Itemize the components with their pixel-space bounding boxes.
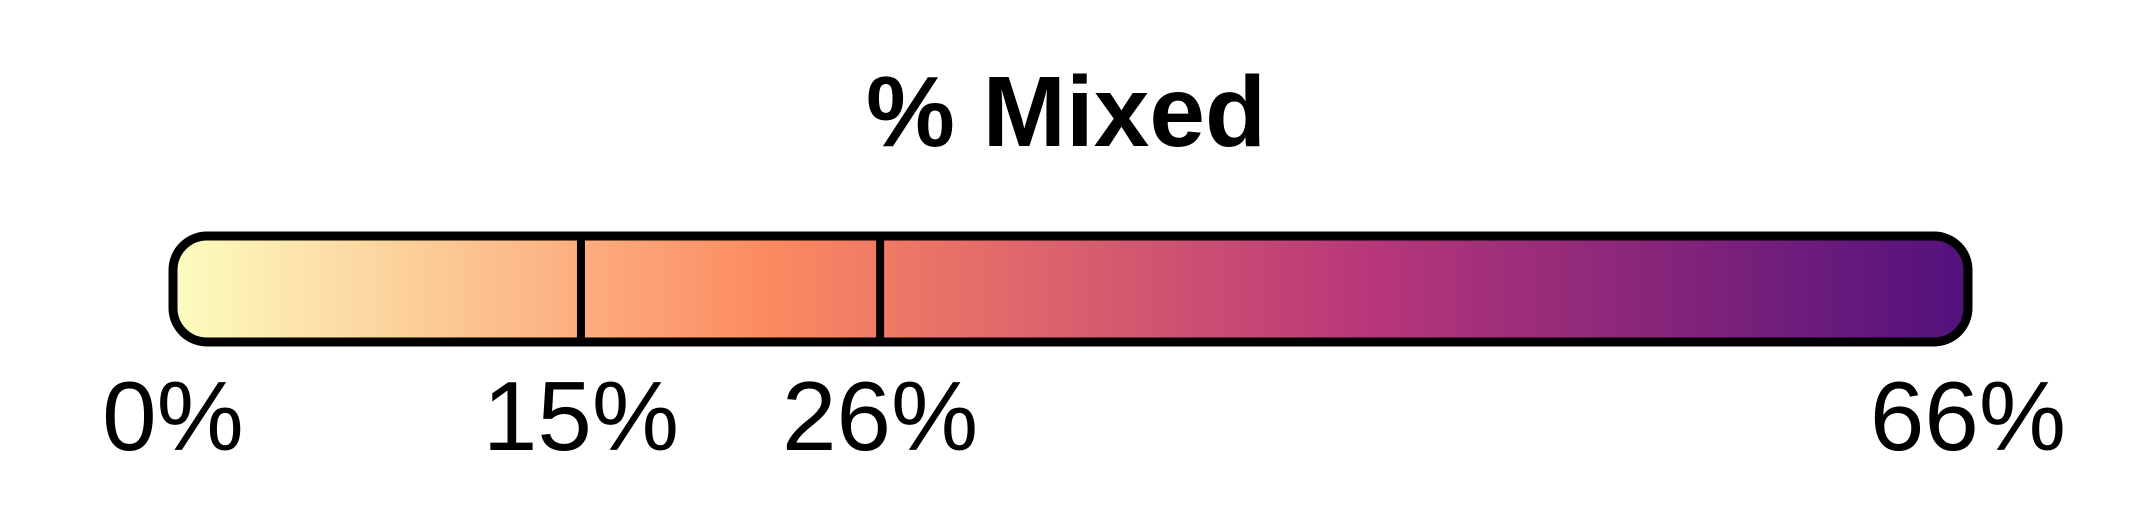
tick-label-4: 66% — [1870, 361, 2066, 471]
chart-title: % Mixed — [866, 56, 1266, 168]
bar-outline — [168, 231, 1973, 347]
tick-label-2: 15% — [483, 361, 679, 471]
gradient-bar-fill — [173, 236, 1968, 342]
tick-label-1: 0% — [102, 361, 244, 471]
tick-label-3: 26% — [782, 361, 978, 471]
